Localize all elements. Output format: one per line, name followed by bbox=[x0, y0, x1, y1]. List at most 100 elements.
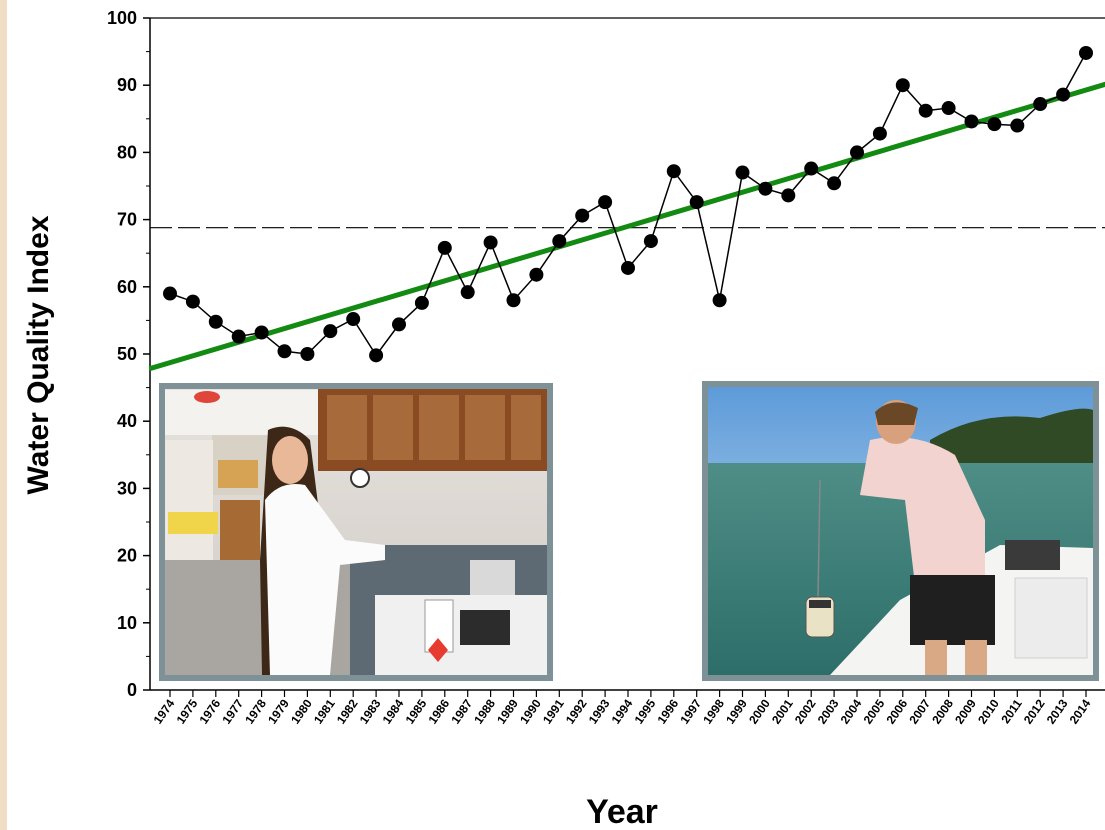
x-tick-label: 1997 bbox=[677, 696, 704, 726]
x-tick-label: 2013 bbox=[1044, 696, 1071, 726]
data-point bbox=[414, 295, 429, 310]
data-point bbox=[231, 329, 246, 344]
y-tick-label: 40 bbox=[117, 411, 137, 431]
data-point bbox=[506, 293, 521, 308]
x-tick-label: 1979 bbox=[265, 696, 292, 726]
data-point bbox=[918, 103, 933, 118]
x-tick-label: 2000 bbox=[746, 696, 773, 726]
x-axis-title: Year bbox=[586, 793, 658, 830]
x-tick-label: 2006 bbox=[883, 696, 910, 726]
x-tick-label: 1977 bbox=[219, 696, 246, 726]
data-point bbox=[575, 208, 590, 223]
left-edge-strip bbox=[0, 0, 7, 830]
x-tick-label: 1995 bbox=[632, 696, 659, 726]
data-point bbox=[941, 101, 956, 116]
x-tick-label: 1981 bbox=[311, 696, 338, 726]
x-tick-label: 2002 bbox=[792, 696, 819, 726]
x-tick-label: 1989 bbox=[494, 696, 521, 726]
x-tick-label: 1994 bbox=[609, 696, 636, 726]
y-axis-title: Water Quality Index bbox=[22, 215, 55, 494]
data-point bbox=[1033, 97, 1048, 112]
x-tick-label: 1996 bbox=[654, 696, 681, 726]
data-point bbox=[163, 286, 177, 301]
x-tick-label: 2011 bbox=[998, 696, 1025, 726]
y-tick-label: 100 bbox=[107, 8, 137, 28]
data-point bbox=[621, 260, 635, 275]
x-tick-label: 1976 bbox=[196, 696, 223, 726]
y-tick-label: 80 bbox=[117, 142, 137, 162]
data-point bbox=[460, 285, 475, 300]
data-point bbox=[552, 234, 567, 249]
x-tick-label: 1991 bbox=[540, 696, 567, 726]
data-point bbox=[277, 344, 292, 359]
data-point bbox=[987, 117, 1002, 132]
data-point bbox=[827, 176, 842, 191]
x-tick-label: 2008 bbox=[929, 696, 956, 726]
data-point bbox=[529, 267, 544, 282]
x-tick-label: 1986 bbox=[425, 696, 452, 726]
x-tick-label: 1998 bbox=[700, 696, 727, 726]
x-tick-label: 1987 bbox=[448, 696, 475, 726]
x-tick-label: 1992 bbox=[563, 696, 590, 726]
series-line bbox=[169, 52, 1087, 357]
data-point bbox=[300, 347, 315, 361]
x-tick-label: 2010 bbox=[975, 696, 1002, 726]
data-point bbox=[781, 188, 796, 203]
lab-photo bbox=[159, 383, 553, 681]
data-point bbox=[712, 293, 727, 308]
y-tick-label: 10 bbox=[117, 613, 137, 633]
data-point bbox=[392, 317, 406, 332]
data-point bbox=[1010, 118, 1025, 133]
x-tick-label: 1978 bbox=[242, 696, 269, 726]
x-tick-label: 2007 bbox=[906, 696, 933, 726]
data-point bbox=[323, 324, 338, 339]
x-tick-label: 2001 bbox=[769, 696, 796, 726]
data-point bbox=[850, 145, 864, 160]
x-tick-label: 1985 bbox=[403, 696, 430, 726]
x-tick-label: 1982 bbox=[334, 696, 361, 726]
data-point bbox=[689, 195, 704, 210]
y-tick-label: 50 bbox=[117, 344, 137, 364]
data-point bbox=[666, 164, 681, 179]
x-tick-label: 1993 bbox=[586, 696, 613, 726]
y-tick-label: 90 bbox=[117, 75, 137, 95]
data-point bbox=[964, 114, 979, 129]
data-point bbox=[208, 314, 223, 329]
data-point bbox=[437, 240, 452, 255]
data-point bbox=[254, 325, 269, 340]
data-point bbox=[185, 294, 200, 309]
y-tick-label: 20 bbox=[117, 546, 137, 566]
data-point bbox=[598, 195, 613, 210]
y-tick-label: 60 bbox=[117, 277, 137, 297]
data-point bbox=[895, 78, 910, 93]
x-tick-label: 2014 bbox=[1067, 696, 1094, 726]
data-point bbox=[483, 235, 498, 250]
data-point bbox=[735, 165, 750, 180]
data-point bbox=[1079, 45, 1093, 60]
x-tick-label: 2004 bbox=[838, 696, 865, 726]
x-tick-label: 2009 bbox=[952, 696, 979, 726]
y-ticks: 0 10 20 30 40 50 60 70 80 90 100 bbox=[107, 8, 150, 700]
data-point bbox=[758, 181, 773, 196]
x-tick-label: 1980 bbox=[288, 696, 315, 726]
x-tick-label: 2012 bbox=[1021, 696, 1048, 726]
y-tick-label: 30 bbox=[117, 478, 137, 498]
data-point bbox=[643, 234, 658, 249]
x-tick-label: 1975 bbox=[174, 696, 201, 726]
field-photo bbox=[702, 381, 1099, 681]
x-ticks: 1974197519761977197819791980198119821983… bbox=[151, 690, 1094, 727]
x-tick-label: 1990 bbox=[517, 696, 544, 726]
data-point bbox=[1056, 87, 1071, 102]
x-tick-label: 2005 bbox=[861, 696, 888, 726]
data-points bbox=[163, 45, 1093, 363]
y-tick-label: 0 bbox=[127, 680, 137, 700]
x-tick-label: 1974 bbox=[151, 696, 178, 726]
data-point bbox=[369, 348, 384, 363]
data-point bbox=[872, 126, 887, 141]
data-point bbox=[804, 161, 819, 176]
y-tick-label: 70 bbox=[117, 210, 137, 230]
trend-line bbox=[148, 81, 1105, 372]
x-tick-label: 1983 bbox=[357, 696, 384, 726]
x-tick-label: 1999 bbox=[723, 696, 750, 726]
